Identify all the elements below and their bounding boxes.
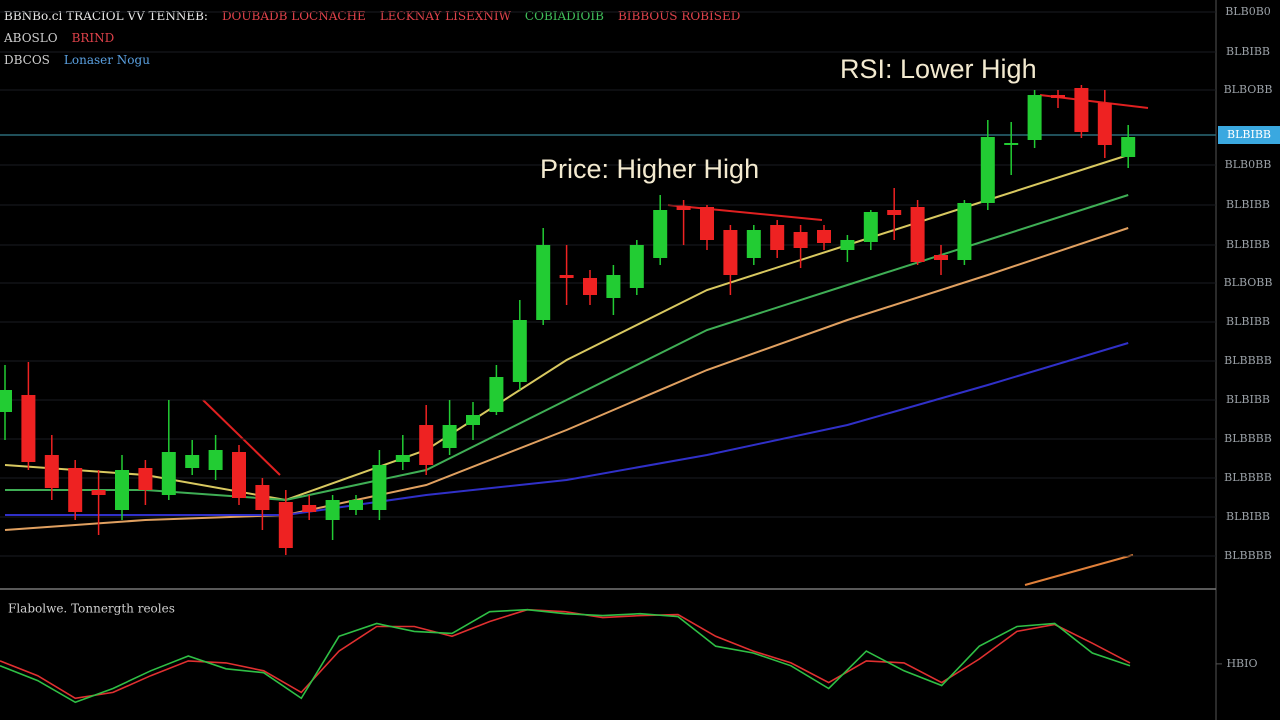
y-tick-label: BLB0BB: [1225, 158, 1272, 171]
candle-body: [1097, 103, 1112, 145]
candle-body: [583, 278, 597, 295]
header-item: Lonaser Nogu: [64, 53, 150, 67]
candle-body: [1121, 137, 1136, 157]
candle-body: [278, 502, 293, 548]
candle-body: [629, 245, 644, 288]
header-item: DOUBADB LOCNACHE: [222, 9, 366, 23]
y-tick-label: BLBBBB: [1224, 549, 1272, 562]
candle-body: [934, 255, 948, 260]
candle-body: [325, 500, 340, 520]
candle-body: [68, 468, 83, 512]
header-item: BRIND: [72, 31, 115, 45]
candle-body: [957, 203, 972, 260]
moving-average: [4, 154, 1129, 502]
candle-body: [138, 468, 153, 490]
candle-body: [372, 465, 387, 510]
candle-body: [723, 230, 738, 275]
panel-title: Flabolwe. Tonnergth reoles: [8, 602, 175, 616]
candle-body: [185, 455, 200, 468]
candle-body: [419, 425, 434, 465]
candle-body: [1074, 88, 1089, 132]
header-item: LECKNAY LISEXNIW: [380, 9, 512, 23]
y-tick-label: HBIO: [1226, 657, 1257, 670]
candle-body: [606, 275, 621, 298]
candle-body: [1051, 95, 1065, 98]
trend-line: [1024, 554, 1134, 586]
candle-body: [442, 425, 457, 448]
last-price-label: BLBIBB: [1227, 128, 1271, 141]
candle-body: [817, 230, 831, 243]
candle-body: [910, 207, 925, 262]
candle-body: [466, 415, 480, 425]
candle-body: [746, 230, 761, 258]
header-item: BBNBo.cl TRACIOL VV TENNEB:: [4, 9, 208, 23]
y-tick-label: BLB0B0: [1225, 5, 1271, 18]
candle-body: [21, 395, 36, 462]
candle-body: [255, 485, 270, 510]
moving-average: [4, 227, 1129, 531]
y-tick-label: BLBIBB: [1226, 238, 1270, 251]
candle-body: [161, 452, 176, 495]
candle-body: [302, 505, 317, 512]
moving-average: [5, 342, 1129, 516]
candle-body: [700, 207, 714, 240]
y-tick-label: BLBIBB: [1226, 393, 1270, 406]
candle-body: [115, 470, 129, 510]
header-line: ABOSLO BRIND: [3, 31, 114, 45]
candle-body: [395, 455, 410, 462]
y-tick-label: BLBBBB: [1224, 471, 1272, 484]
candle-body: [1027, 95, 1042, 140]
header-item: ABOSLO: [3, 31, 58, 45]
y-tick-label: BLBIBB: [1226, 315, 1270, 328]
y-tick-label: BLBOBB: [1224, 83, 1273, 96]
y-tick-label: BLBOBB: [1224, 276, 1273, 289]
candle-body: [559, 275, 574, 278]
candle-body: [980, 137, 995, 203]
y-tick-label: BLBBBB: [1224, 354, 1272, 367]
last-price-box: [1218, 126, 1280, 144]
annotation: RSI: Lower High: [840, 54, 1037, 84]
trend-line: [667, 204, 823, 221]
header-line: DBCOS Lonaser Nogu: [4, 53, 150, 67]
candle-body: [536, 245, 551, 320]
candle-body: [208, 450, 223, 470]
y-tick-label: BLBIBB: [1226, 510, 1270, 523]
candle-body: [653, 210, 668, 258]
candle-body: [232, 452, 246, 498]
candle-body: [349, 500, 363, 510]
candle-body: [44, 455, 59, 488]
oscillator-line: [0, 608, 1131, 700]
candle-body: [676, 206, 691, 210]
candle-body: [0, 390, 12, 412]
y-tick-label: BLBIBB: [1226, 45, 1270, 58]
header-item: BIBBOUS ROBISED: [618, 9, 740, 23]
candle-body: [1004, 143, 1019, 145]
header-item: COBIADIOIB: [525, 9, 604, 23]
header-item: DBCOS: [4, 53, 50, 67]
candle-body: [863, 212, 878, 242]
candle-body: [489, 377, 504, 412]
candle-body: [887, 210, 902, 215]
candle-body: [793, 232, 808, 248]
annotation: Price: Higher High: [540, 154, 759, 184]
trend-line: [202, 399, 281, 476]
y-tick-label: BLBIBB: [1226, 198, 1270, 211]
y-tick-label: BLBBBB: [1224, 432, 1272, 445]
candle-body: [512, 320, 527, 382]
candle-body: [840, 240, 855, 250]
oscillator-line: [0, 608, 1131, 704]
candle-body: [770, 225, 785, 250]
candle-body: [91, 490, 106, 495]
